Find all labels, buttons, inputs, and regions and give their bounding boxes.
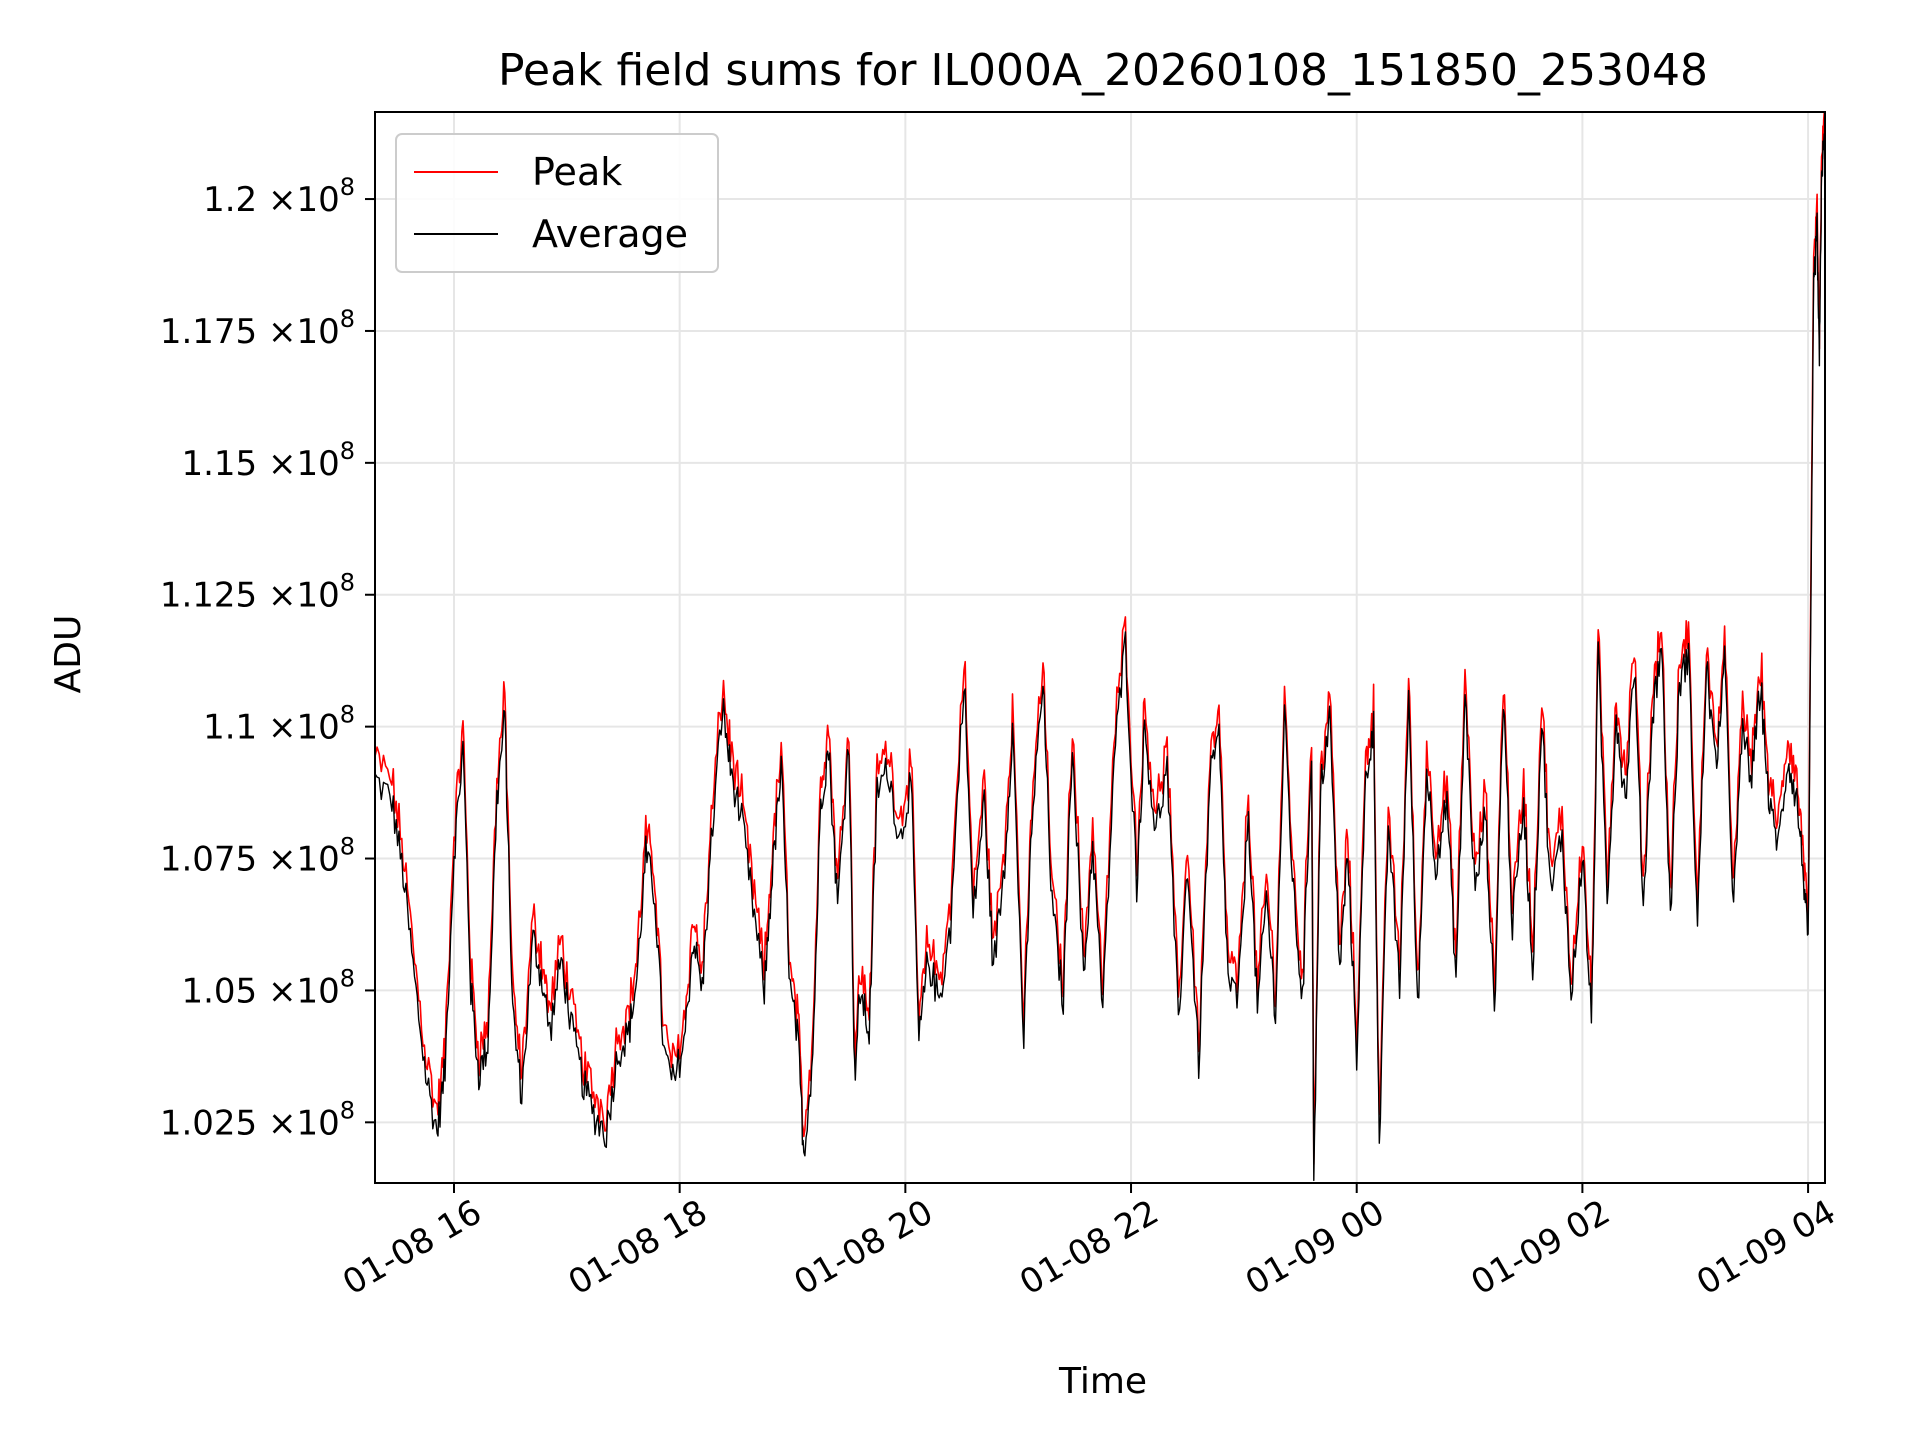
x-axis-title: Time	[1058, 1361, 1147, 1402]
y-tick-exponent: 8	[340, 833, 355, 861]
y-tick-label: 1.075 ×108	[160, 833, 355, 880]
y-tick-exponent: 8	[340, 173, 355, 201]
y-tick-exponent: 8	[340, 1096, 355, 1124]
y-tick-mantissa: 1.025 ×10	[160, 1103, 340, 1143]
y-tick-exponent: 8	[340, 437, 355, 465]
y-tick-label: 1.15 ×108	[181, 437, 355, 484]
y-tick-mantissa: 1.15 ×10	[181, 444, 339, 484]
y-tick-exponent: 8	[340, 569, 355, 597]
plot-frame	[374, 111, 1826, 1184]
legend-box	[395, 133, 719, 273]
y-tick-mantissa: 1.1 ×10	[203, 708, 340, 748]
chart-title: Peak field sums for IL000A_20260108_1518…	[498, 45, 1708, 96]
y-tick-exponent: 8	[340, 305, 355, 333]
y-tick-label: 1.05 ×108	[181, 964, 355, 1011]
y-axis-title: ADU	[48, 615, 89, 694]
y-tick-mantissa: 1.075 ×10	[160, 840, 340, 880]
y-tick-mantissa: 1.05 ×10	[181, 971, 339, 1011]
y-tick-exponent: 8	[340, 964, 355, 992]
legend-peak-label: Peak	[532, 150, 622, 194]
legend: Peak Average	[395, 133, 719, 273]
grid	[375, 112, 1825, 1183]
series-group	[374, 112, 1826, 1182]
y-tick-label: 1.025 ×108	[160, 1096, 355, 1143]
y-tick-label: 1.2 ×108	[203, 173, 355, 220]
legend-average-label: Average	[532, 212, 688, 256]
series-average-line	[374, 133, 1826, 1182]
y-tick-label: 1.175 ×108	[160, 305, 355, 352]
y-tick-label: 1.1 ×108	[203, 701, 355, 748]
y-tick-label: 1.125 ×108	[160, 569, 355, 616]
y-tick-mantissa: 1.2 ×10	[203, 180, 340, 220]
y-tick-mantissa: 1.175 ×10	[160, 312, 340, 352]
y-tick-exponent: 8	[340, 701, 355, 729]
y-tick-mantissa: 1.125 ×10	[160, 576, 340, 616]
series-peak-line	[374, 112, 1826, 1165]
